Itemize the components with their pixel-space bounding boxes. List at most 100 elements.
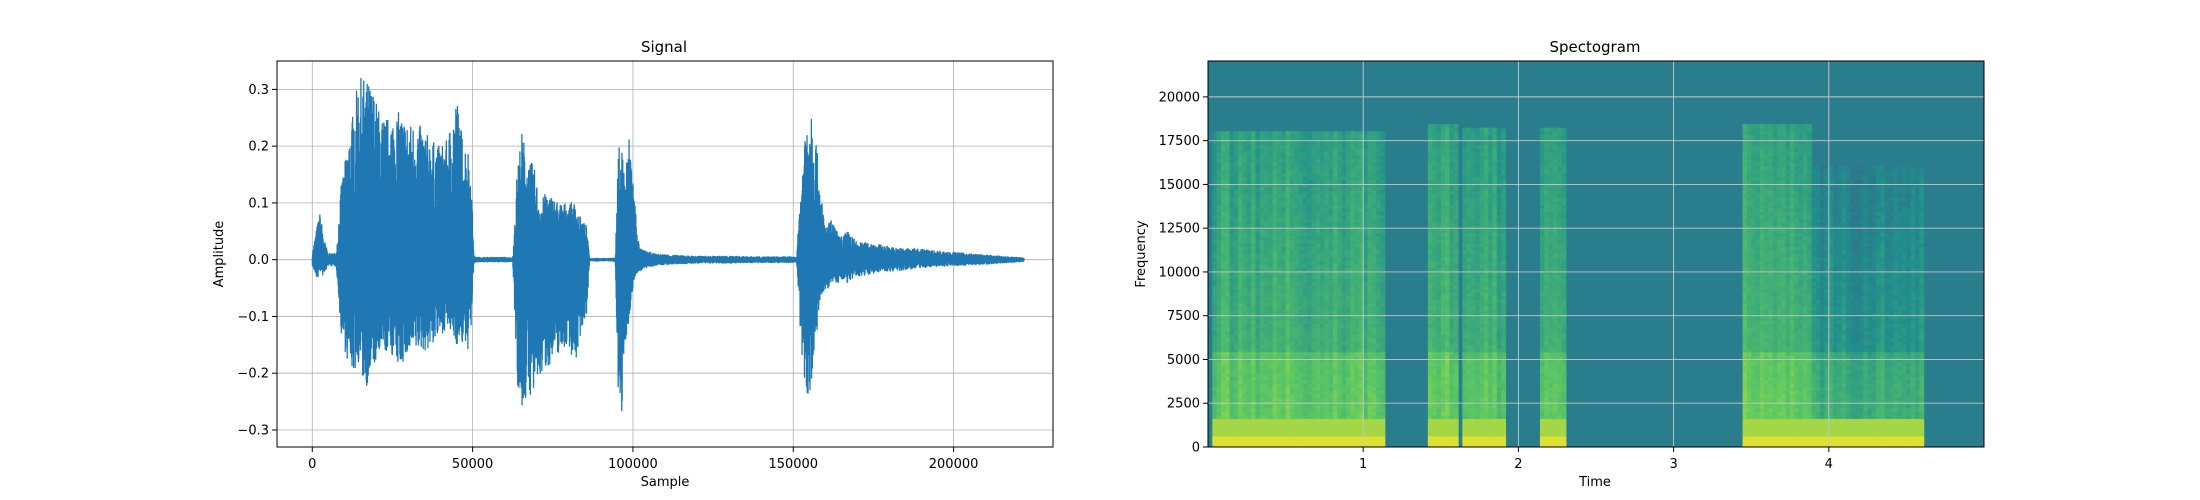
spectrogram-cell: [1276, 176, 1282, 181]
spectrogram-cell: [1470, 425, 1476, 431]
spectrogram-cell: [1238, 194, 1244, 199]
spectrogram-cell: [1315, 187, 1321, 192]
spectrogram-cell: [1324, 383, 1330, 388]
spectrogram-cell: [1259, 327, 1265, 332]
spectrogram-cell: [1328, 222, 1334, 227]
spectrogram-cell: [1225, 173, 1231, 178]
spectrogram-cell: [1229, 411, 1235, 417]
spectrogram-cell: [1233, 366, 1239, 371]
spectrogram-cell: [1238, 317, 1244, 322]
spectrogram-cell: [1345, 432, 1351, 438]
spectrogram-cell: [1427, 162, 1433, 167]
spectrogram-cell: [1324, 229, 1330, 234]
spectrogram-cell: [1345, 134, 1351, 139]
spectrogram-cell: [1212, 327, 1218, 332]
spectrogram-cell: [1333, 145, 1338, 150]
spectrogram-cell: [1475, 436, 1481, 441]
spectrogram-cell: [1436, 296, 1442, 301]
spectrogram-cell: [1488, 134, 1494, 139]
spectrogram-cell: [1358, 324, 1364, 329]
spectrogram-cell: [1311, 166, 1317, 171]
spectrogram-cell: [1376, 131, 1382, 136]
spectrogram-cell: [1363, 324, 1369, 329]
spectrogram-cell: [1333, 285, 1338, 290]
spectrogram-cell: [1212, 310, 1218, 315]
spectrogram-cell: [1320, 352, 1325, 357]
signal-x-tick-label: 200000: [929, 457, 979, 472]
spectrogram-cell: [1492, 215, 1498, 220]
spectrogram-cell: [1220, 432, 1226, 438]
spectrogram-cell: [1307, 264, 1313, 269]
spectrogram-cell: [1238, 215, 1244, 220]
spectrogram-cell: [1242, 310, 1248, 315]
spectrogram-cell: [1333, 355, 1338, 360]
spectrogram-cell: [1453, 387, 1459, 392]
spectrogram-cell: [1255, 306, 1261, 311]
spectrogram-cell: [1298, 338, 1304, 343]
spectrogram-cell: [1470, 282, 1476, 287]
spectrogram-cell: [1475, 278, 1481, 283]
spectrogram-cell: [1242, 190, 1248, 195]
spectrogram-cell: [1242, 320, 1248, 325]
spectrogram-cell: [1341, 366, 1347, 371]
spectrogram-cell: [1462, 439, 1468, 445]
spectrogram-cell: [1233, 261, 1239, 266]
spectrogram-cell: [1445, 324, 1451, 329]
spectrogram-cell: [1264, 155, 1269, 160]
spectrogram-cell: [1350, 261, 1356, 266]
spectrogram-cell: [1367, 296, 1373, 301]
spectrogram-cell: [1462, 376, 1468, 381]
spectrogram-cell: [1242, 166, 1248, 171]
spectrogram-cell: [1225, 362, 1231, 367]
spectrogram-cell: [1350, 268, 1356, 273]
spectrogram-cell: [1246, 145, 1252, 150]
spectrogram-cell: [1367, 211, 1373, 216]
spectrogram-cell: [1276, 296, 1282, 301]
spectrogram-cell: [1307, 155, 1313, 160]
spectrogram-cell: [1475, 180, 1481, 185]
spectrogram-cell: [1436, 289, 1442, 294]
spectrogram-cell: [1328, 366, 1334, 371]
spectrogram-cell: [1315, 173, 1321, 178]
spectrogram-cell: [1320, 324, 1325, 329]
spectrogram-cell: [1462, 173, 1468, 178]
spectrogram-cell: [1285, 425, 1291, 431]
spectrogram-cell: [1488, 229, 1494, 234]
spectrogram-cell: [1345, 169, 1351, 174]
spectrogram-cell: [1276, 383, 1282, 388]
spectrogram-cell: [1294, 239, 1300, 245]
spectrogram-cell: [1333, 429, 1338, 434]
spectrogram-cell: [1225, 257, 1231, 262]
spectrogram-cell: [1436, 394, 1442, 399]
spectrogram-cell: [1371, 320, 1377, 325]
spectrogram-cell: [1483, 173, 1489, 178]
spectrogram-cell: [1449, 443, 1455, 447]
spectrogram-cell: [1220, 373, 1226, 378]
spectrogram-cell: [1345, 271, 1351, 276]
spectrogram-cell: [1255, 190, 1261, 195]
spectrogram-cell: [1345, 229, 1351, 234]
spectrogram-cell: [1376, 341, 1382, 346]
spectrogram-cell: [1440, 148, 1446, 153]
spectrogram-cell: [1376, 439, 1382, 445]
spectrogram-cell: [1449, 348, 1455, 353]
spectrogram-cell: [1371, 306, 1377, 311]
spectrogram-cell: [1363, 250, 1369, 255]
spectrogram-cell: [1242, 443, 1248, 447]
spectrogram-cell: [1229, 432, 1235, 438]
spectrogram-cell: [1255, 275, 1261, 280]
spectrogram-cell: [1311, 296, 1317, 301]
spectrogram-cell: [1354, 264, 1360, 269]
spectrogram-cell: [1483, 215, 1489, 220]
spectrogram-cell: [1345, 278, 1351, 283]
spectrogram-cell: [1333, 208, 1338, 213]
spectrogram-cell: [1216, 380, 1222, 385]
spectrogram-cell: [1216, 250, 1222, 255]
spectrogram-cell: [1233, 190, 1239, 195]
spectrogram-cell: [1289, 292, 1295, 297]
spectrogram-cell: [1302, 218, 1308, 224]
spectrogram-cell: [1345, 436, 1351, 441]
spectrogram-cell: [1272, 310, 1278, 315]
spectrogram-cell: [1470, 173, 1476, 178]
spectrogram-cell: [1229, 131, 1235, 136]
